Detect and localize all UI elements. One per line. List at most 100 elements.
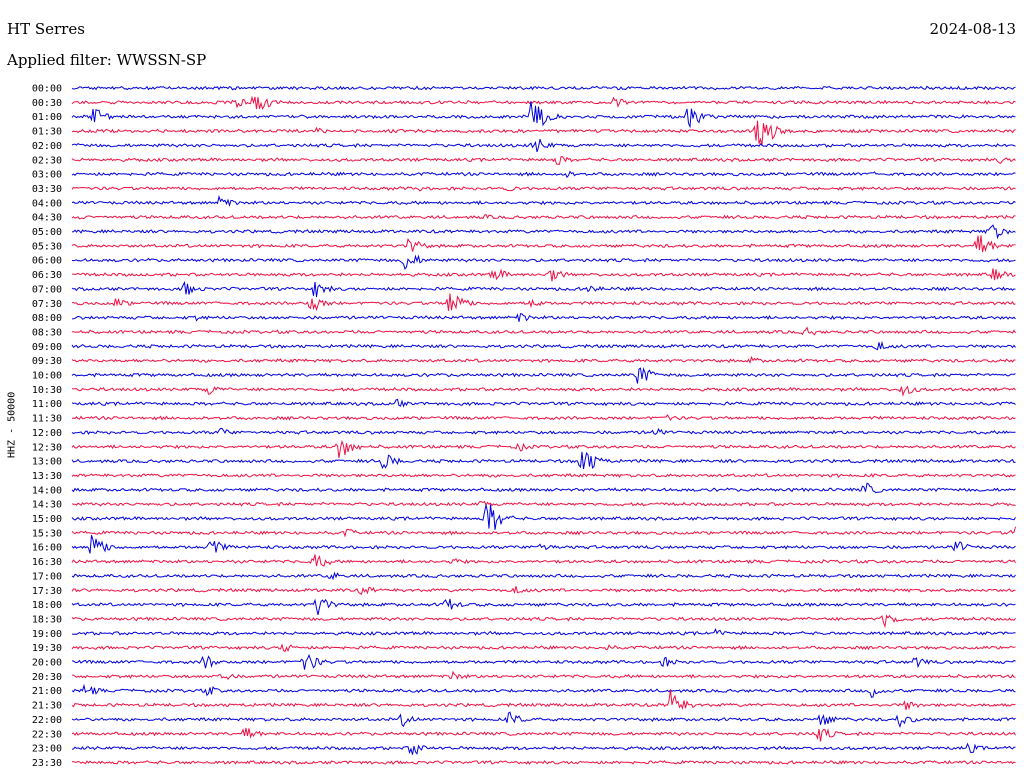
trace-row-1430 [71, 500, 1016, 507]
trace-row-1400 [71, 482, 1016, 494]
time-tick-label: 03:00 [32, 170, 62, 181]
time-tick-label: 00:00 [32, 84, 62, 95]
seismic-traces [71, 85, 1016, 765]
time-tick-label: 20:00 [32, 658, 62, 669]
trace-row-2000 [71, 653, 1016, 670]
trace-row-0800 [71, 313, 1016, 322]
trace-row-0600 [71, 254, 1016, 270]
trace-row-1700 [71, 571, 1016, 581]
trace-row-0830 [72, 326, 1016, 336]
trace-row-2100 [71, 683, 1016, 698]
filter-label: Applied filter: WWSSN-SP [7, 51, 207, 69]
time-tick-label: 02:00 [32, 141, 62, 152]
time-tick-label: 15:00 [32, 514, 62, 525]
trace-row-0700 [71, 280, 1016, 297]
time-tick-label: 06:30 [32, 270, 62, 281]
time-tick-label: 03:30 [32, 184, 62, 195]
trace-row-0900 [71, 340, 1016, 351]
trace-row-1730 [71, 586, 1016, 596]
trace-row-2330 [71, 759, 1016, 765]
trace-row-1200 [71, 427, 1016, 435]
time-tick-label: 07:00 [32, 284, 62, 295]
trace-row-0000 [71, 85, 1016, 91]
time-tick-label: 22:00 [32, 715, 62, 726]
time-tick-label: 09:30 [32, 356, 62, 367]
time-tick-label: 08:00 [32, 313, 62, 324]
time-tick-label: 12:30 [32, 442, 62, 453]
time-tick-label: 23:30 [32, 758, 62, 769]
trace-row-2230 [71, 727, 1016, 742]
trace-row-0630 [71, 268, 1016, 282]
trace-row-1230 [71, 439, 1016, 458]
time-tick-label: 10:30 [32, 385, 62, 396]
date-label: 2024-08-13 [929, 20, 1016, 38]
trace-row-1900 [71, 628, 1016, 636]
trace-row-1030 [71, 385, 1016, 397]
time-tick-label: 04:30 [32, 213, 62, 224]
time-tick-label: 13:30 [32, 471, 62, 482]
time-tick-label: 16:30 [32, 557, 62, 568]
time-tick-label: 11:00 [32, 399, 62, 410]
time-tick-label: 07:30 [32, 299, 62, 310]
time-tick-label: 14:00 [32, 485, 62, 496]
trace-row-1330 [71, 472, 1016, 478]
trace-row-0300 [71, 170, 1016, 179]
trace-row-0400 [71, 194, 1016, 208]
trace-row-1930 [71, 643, 1016, 653]
time-tick-label: 13:00 [32, 457, 62, 468]
trace-row-1300 [71, 451, 1016, 470]
time-tick-label: 04:00 [32, 198, 62, 209]
trace-row-0730 [71, 293, 1016, 312]
trace-row-0500 [71, 224, 1016, 240]
station-title: HT Serres [7, 20, 85, 38]
time-tick-label: 11:30 [32, 414, 62, 425]
time-tick-label: 14:30 [32, 500, 62, 511]
trace-row-0930 [71, 355, 1016, 364]
time-tick-label: 09:00 [32, 342, 62, 353]
trace-row-0100 [71, 101, 1016, 129]
time-tick-label: 10:00 [32, 371, 62, 382]
time-tick-label: 08:30 [32, 327, 62, 338]
time-tick-label: 05:30 [32, 241, 62, 252]
time-tick-label: 16:00 [32, 543, 62, 554]
time-tick-label: 19:30 [32, 643, 62, 654]
time-tick-label: 06:00 [32, 256, 62, 267]
time-tick-label: 02:30 [32, 155, 62, 166]
trace-row-0530 [71, 235, 1016, 253]
time-tick-label: 01:30 [32, 127, 62, 138]
time-tick-label: 21:00 [32, 686, 62, 697]
time-tick-label: 17:30 [32, 586, 62, 597]
trace-row-1500 [71, 504, 1016, 530]
trace-row-1130 [71, 414, 1016, 422]
time-tick-label: 12:00 [32, 428, 62, 439]
trace-row-0200 [71, 138, 1016, 153]
trace-row-2200 [71, 711, 1016, 729]
trace-row-1600 [71, 535, 1016, 554]
trace-row-0330 [71, 185, 1016, 192]
trace-row-1100 [71, 398, 1016, 408]
trace-row-1800 [71, 598, 1016, 616]
time-tick-label: 18:00 [32, 600, 62, 611]
time-tick-label: 21:30 [32, 701, 62, 712]
time-tick-labels: 00:00 00:30 01:00 01:30 02:00 02:30 03:00 03:30… [32, 84, 62, 769]
trace-row-0430 [71, 214, 1016, 220]
trace-row-0130 [71, 120, 1016, 146]
trace-row-1630 [71, 554, 1016, 567]
time-tick-label: 15:30 [32, 528, 62, 539]
time-tick-label: 19:00 [32, 629, 62, 640]
time-tick-label: 00:30 [32, 98, 62, 109]
trace-row-0230 [71, 156, 1016, 165]
trace-row-1000 [71, 367, 1016, 384]
trace-row-2030 [72, 670, 1016, 680]
trace-row-2300 [71, 742, 1016, 755]
time-tick-label: 23:00 [32, 744, 62, 755]
time-tick-label: 22:30 [32, 729, 62, 740]
time-tick-label: 17:00 [32, 571, 62, 582]
trace-row-1830 [71, 614, 1016, 629]
trace-row-2130 [71, 689, 1016, 711]
time-tick-label: 20:30 [32, 672, 62, 683]
trace-row-1530 [71, 526, 1016, 538]
trace-row-0030 [71, 95, 1016, 111]
time-tick-label: 05:00 [32, 227, 62, 238]
